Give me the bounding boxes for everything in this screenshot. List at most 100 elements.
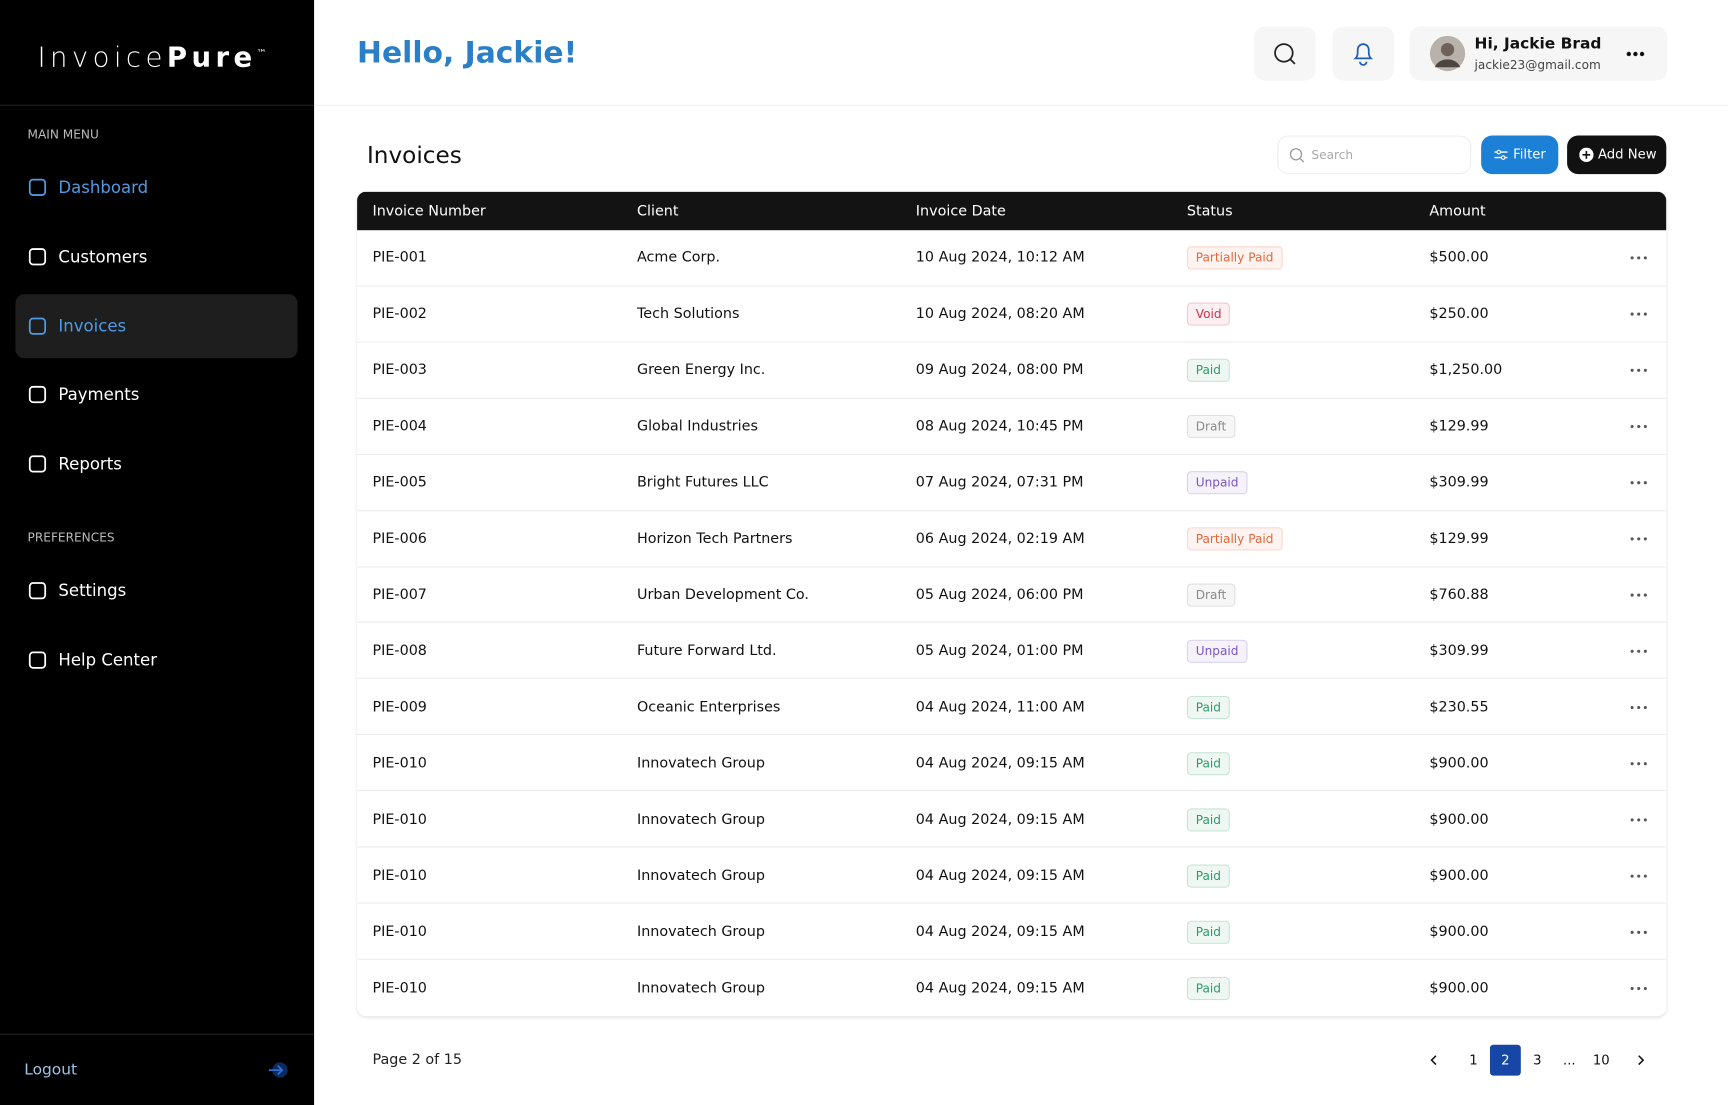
menu-item[interactable]: Customers [15,225,297,289]
row-actions[interactable] [1624,867,1653,885]
status-badge: Paid [1186,864,1230,888]
row-actions[interactable] [1624,530,1653,548]
row-actions[interactable] [1624,586,1653,604]
add-new-label: Add New [1597,146,1657,162]
table-cell: $900.00 [1429,755,1489,772]
header-border [314,104,1728,106]
table-cell: Future Forward Ltd. [636,642,777,660]
table-cell: 04 Aug 2024, 09:15 AM [915,867,1085,885]
logout[interactable]: Logout [24,1061,78,1079]
row-actions[interactable] [1624,642,1653,660]
page-summary: Page 2 of 15 [372,1051,462,1069]
table-cell: 09 Aug 2024, 08:00 PM [915,362,1084,379]
table-cell: PIE-009 [372,699,427,716]
menu-item[interactable]: Reports [15,432,297,496]
table-row: PIE-010 Innovatech Group 04 Aug 2024, 09:1… [357,847,1667,904]
user-menu[interactable]: Hi, Jackie Brad jackie23@gmail.com [1409,26,1668,81]
row-actions[interactable] [1624,418,1653,436]
invoice-table: Invoice Number Client Invoice Date Status Am… [357,191,1667,1017]
menu-icon [28,385,47,404]
status-badge: Draft [1186,415,1236,439]
row-actions[interactable] [1624,811,1653,829]
menu-item[interactable]: Settings [15,559,297,623]
row-actions[interactable] [1624,699,1653,717]
table-row: PIE-006 Horizon Tech Partners 06 Aug 2024,… [357,510,1667,568]
page-button[interactable]: 2 [1489,1044,1521,1076]
page-button[interactable]: ... [1562,1052,1576,1068]
row-actions[interactable] [1624,755,1653,773]
table-cell: Innovatech Group [636,811,765,828]
logo-light: Invoice [37,41,167,74]
table-cell: $129.99 [1429,530,1489,548]
table-cell: Innovatech Group [636,755,765,772]
menu-item[interactable]: Help Center [15,628,297,692]
row-actions[interactable] [1624,979,1653,997]
logo-mark: ™ [256,48,267,60]
table-row: PIE-003 Green Energy Inc. 09 Aug 2024, 08:… [357,342,1667,399]
table-cell: $1,250.00 [1429,362,1503,379]
page-button[interactable]: 3 [1533,1052,1542,1068]
prev-page[interactable] [1418,1045,1449,1076]
search-input[interactable]: Search [1277,135,1472,175]
status-badge: Paid [1186,359,1230,383]
row-actions[interactable] [1624,362,1653,380]
status-badge: Paid [1186,695,1230,719]
table-cell: 04 Aug 2024, 09:15 AM [915,923,1085,941]
menu-label: Invoices [58,316,127,337]
menu-icon [28,178,47,196]
next-page[interactable] [1626,1045,1657,1076]
table-cell: Innovatech Group [636,979,765,997]
table-cell: 05 Aug 2024, 06:00 PM [915,586,1084,604]
menu-label: Dashboard [58,177,149,198]
status-badge: Partially Paid [1186,246,1283,270]
table-cell: Urban Development Co. [636,586,809,604]
table-cell: 10 Aug 2024, 10:12 AM [915,250,1085,267]
filter-button[interactable]: Filter [1481,135,1559,175]
table-cell: PIE-010 [372,979,427,997]
column-header: Invoice Number [372,203,486,220]
status-badge: Partially Paid [1186,527,1283,551]
menu-item[interactable]: Payments [15,363,297,427]
search-placeholder: Search [1311,148,1354,163]
add-new-button[interactable]: Add New [1567,135,1667,175]
table-cell: 08 Aug 2024, 10:45 PM [915,418,1084,436]
table-row: PIE-010 Innovatech Group 04 Aug 2024, 09:1… [357,903,1667,960]
table-cell: $309.99 [1429,642,1489,660]
table-cell: Innovatech Group [636,923,765,941]
user-email: jackie23@gmail.com [1474,57,1601,73]
table-cell: Bright Futures LLC [636,474,769,492]
page-button[interactable]: 1 [1469,1052,1478,1068]
table-cell: $900.00 [1429,811,1489,828]
status-badge: Paid [1186,976,1230,1000]
column-header: Client [636,203,679,220]
table-cell: 04 Aug 2024, 09:15 AM [915,979,1085,997]
menu-item[interactable]: Invoices [15,294,298,359]
notifications-button[interactable] [1332,26,1395,81]
table-cell: 04 Aug 2024, 11:00 AM [915,699,1085,716]
table-cell: PIE-010 [372,923,427,941]
table-cell: Acme Corp. [636,250,721,267]
row-actions[interactable] [1624,923,1653,941]
table-row: PIE-005 Bright Futures LLC 07 Aug 2024, 07… [357,454,1667,511]
table-cell: $760.88 [1429,586,1489,604]
divider [0,104,315,106]
page-button[interactable]: 10 [1592,1052,1610,1068]
row-actions[interactable] [1624,474,1653,492]
table-cell: 07 Aug 2024, 07:31 PM [915,474,1084,492]
menu-label: Settings [58,580,127,601]
table-cell: $500.00 [1429,250,1489,267]
table-cell: 10 Aug 2024, 08:20 AM [915,306,1085,323]
row-actions[interactable] [1624,250,1653,268]
table-row: PIE-004 Global Industries 08 Aug 2024, 10:… [357,398,1667,455]
row-actions[interactable] [1624,306,1653,324]
table-cell: PIE-010 [372,867,427,885]
status-badge: Void [1186,302,1231,327]
menu-item[interactable]: Dashboard [15,155,297,219]
search-button[interactable] [1254,26,1316,81]
menu-icon [28,651,47,669]
table-cell: 04 Aug 2024, 09:15 AM [915,755,1085,772]
menu-icon [28,317,47,335]
filter-label: Filter [1513,146,1546,162]
column-header: Status [1186,203,1233,220]
